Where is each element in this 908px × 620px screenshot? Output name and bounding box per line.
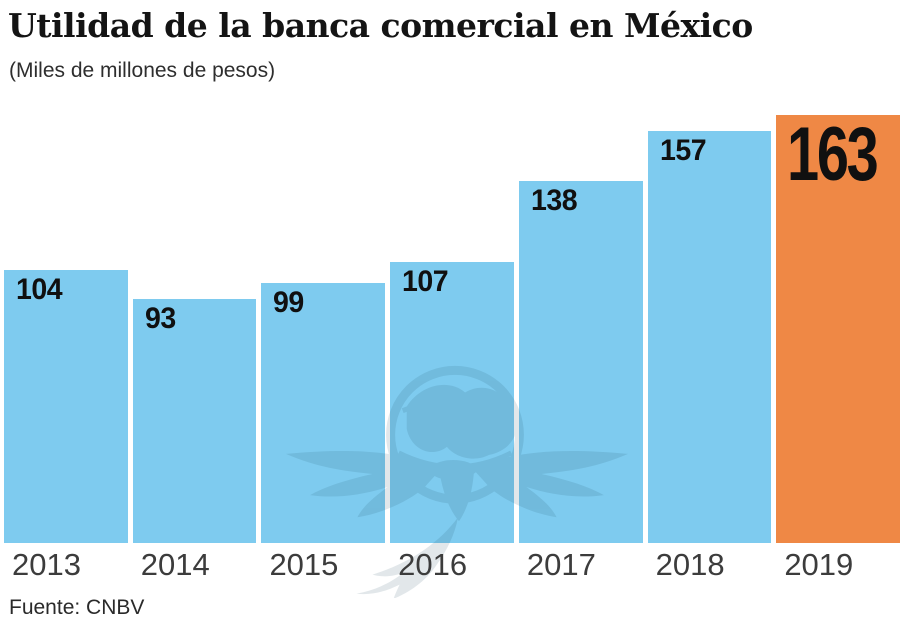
bar-2016: 107 — [390, 262, 514, 543]
bar-value-label: 157 — [659, 134, 707, 167]
bar-value-label: 99 — [273, 286, 305, 319]
year-label-2014: 2014 — [140, 547, 210, 582]
bar-2019: 163 — [776, 112, 901, 543]
year-label-2019: 2019 — [784, 547, 854, 582]
bar-value-label: 104 — [16, 273, 63, 306]
year-label-2016: 2016 — [398, 547, 468, 582]
year-label-2013: 2013 — [12, 547, 81, 582]
bar-2013: 104 — [4, 270, 128, 543]
source-note: Fuente: CNBV — [9, 596, 145, 619]
year-label-2015: 2015 — [269, 547, 339, 582]
year-label-2017: 2017 — [526, 547, 596, 582]
bar-value-label: 107 — [402, 265, 449, 298]
bar-2017: 138 — [518, 181, 643, 543]
chart-title: Utilidad de la banca comercial en México — [8, 6, 753, 45]
chart-subtitle: (Miles de millones de pesos) — [9, 59, 276, 82]
bar-value-label: 163 — [787, 112, 879, 197]
bar-value-label: 93 — [144, 302, 176, 335]
bar-2018: 157 — [647, 131, 772, 543]
bar-chart: 104 93 99 107 138 157 163 — [4, 90, 901, 543]
bar-2015: 99 — [261, 283, 386, 543]
year-label-2018: 2018 — [655, 547, 725, 582]
bar-value-label: 138 — [530, 184, 578, 217]
bar-2014: 93 — [132, 299, 257, 543]
year-axis: 2013 2014 2015 2016 2017 2018 2019 — [4, 549, 900, 580]
